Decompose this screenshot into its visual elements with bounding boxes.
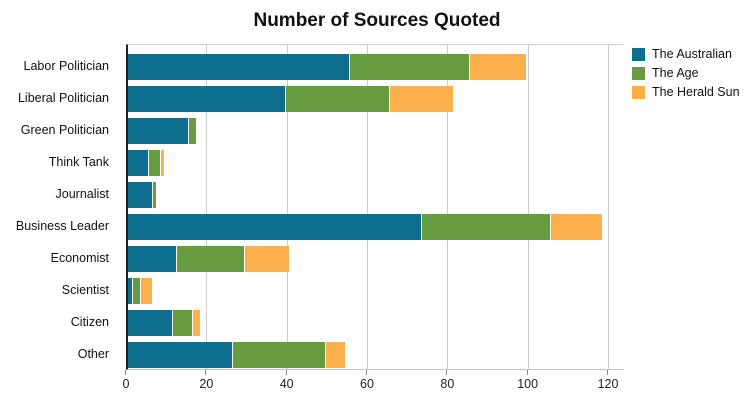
gridline bbox=[367, 45, 368, 369]
x-tick-label: 100 bbox=[517, 377, 539, 391]
x-tick-mark bbox=[446, 370, 448, 375]
bar-segment bbox=[160, 150, 165, 176]
bar-segment bbox=[128, 342, 233, 368]
legend-swatch bbox=[632, 66, 645, 80]
y-axis-label: Journalist bbox=[55, 187, 110, 201]
y-axis-labels: Labor Politician Liberal Politician Green … bbox=[0, 44, 118, 370]
x-tick-mark bbox=[285, 370, 287, 375]
bar-segment bbox=[348, 54, 470, 80]
table-row bbox=[128, 179, 624, 211]
y-axis-label: Business Leader bbox=[15, 219, 109, 233]
table-row bbox=[128, 243, 624, 275]
x-tick-label: 0 bbox=[122, 377, 130, 391]
bar-segment bbox=[232, 342, 325, 368]
table-row bbox=[128, 307, 624, 339]
bar-segment bbox=[128, 150, 149, 176]
x-tick-label: 40 bbox=[279, 377, 294, 391]
y-axis-label: Liberal Politician bbox=[17, 91, 109, 105]
bar-rows bbox=[128, 45, 624, 369]
stacked-bar bbox=[128, 310, 201, 336]
stacked-bar bbox=[128, 54, 526, 80]
stacked-bar bbox=[128, 214, 602, 240]
legend: The Australian The Age The Herald Sun bbox=[632, 47, 740, 104]
table-row bbox=[128, 339, 624, 371]
bar-segment bbox=[128, 118, 189, 144]
legend-item: The Herald Sun bbox=[632, 85, 740, 99]
y-axis-label: Think Tank bbox=[48, 155, 109, 169]
table-row bbox=[128, 83, 624, 115]
bar-segment bbox=[324, 342, 345, 368]
bar-segment bbox=[176, 246, 245, 272]
bar-segment bbox=[244, 246, 289, 272]
bar-segment bbox=[188, 118, 197, 144]
legend-label: The Herald Sun bbox=[652, 85, 740, 99]
bar-segment bbox=[128, 182, 153, 208]
stacked-bar bbox=[128, 150, 165, 176]
bar-segment bbox=[284, 86, 390, 112]
bar-segment bbox=[128, 86, 285, 112]
bar-segment bbox=[421, 214, 550, 240]
table-row bbox=[128, 211, 624, 243]
table-row bbox=[128, 51, 624, 83]
bar-segment bbox=[128, 278, 133, 304]
bar-segment bbox=[128, 54, 349, 80]
bar-segment bbox=[549, 214, 602, 240]
gridline bbox=[286, 45, 288, 369]
x-tick-label: 20 bbox=[199, 377, 214, 391]
stacked-bar bbox=[128, 342, 345, 368]
bar-segment bbox=[469, 54, 526, 80]
legend-swatch bbox=[632, 47, 645, 61]
legend-label: The Age bbox=[652, 66, 699, 80]
legend-swatch bbox=[632, 85, 645, 99]
x-tick-mark bbox=[125, 370, 126, 375]
x-tick-mark bbox=[205, 370, 207, 375]
gridline bbox=[527, 45, 529, 369]
stacked-bar bbox=[128, 182, 157, 208]
y-axis-label: Economist bbox=[50, 251, 109, 265]
stacked-bar bbox=[128, 278, 153, 304]
y-axis-label: Labor Politician bbox=[23, 59, 109, 73]
stacked-bar bbox=[128, 246, 289, 272]
bar-segment bbox=[128, 214, 422, 240]
stacked-bar bbox=[128, 86, 454, 112]
x-tick-mark bbox=[366, 370, 367, 375]
table-row bbox=[128, 275, 624, 307]
stacked-bar bbox=[128, 118, 197, 144]
gridline bbox=[206, 45, 208, 369]
y-axis-label: Green Politician bbox=[20, 123, 109, 137]
x-tick-mark bbox=[607, 370, 608, 375]
bar-segment bbox=[389, 86, 454, 112]
bar-segment bbox=[132, 278, 141, 304]
plot-area bbox=[126, 44, 624, 370]
gridline bbox=[608, 45, 609, 369]
chart-title: Number of Sources Quoted bbox=[253, 10, 501, 31]
bar-segment bbox=[148, 150, 161, 176]
bar-segment bbox=[140, 278, 153, 304]
x-tick-label: 60 bbox=[360, 377, 374, 391]
x-tick-label: 80 bbox=[440, 377, 455, 391]
x-tick-label: 120 bbox=[597, 377, 619, 391]
bar-segment bbox=[192, 310, 201, 336]
bar-segment bbox=[172, 310, 193, 336]
table-row bbox=[128, 147, 624, 179]
y-axis-label: Other bbox=[77, 347, 109, 361]
legend-label: The Australian bbox=[652, 47, 732, 61]
bar-segment bbox=[128, 246, 177, 272]
y-axis-label: Citizen bbox=[70, 315, 109, 329]
legend-item: The Australian bbox=[632, 47, 740, 61]
bar-segment bbox=[152, 182, 157, 208]
gridline bbox=[447, 45, 449, 369]
bar-segment bbox=[128, 310, 173, 336]
x-tick-mark bbox=[526, 370, 528, 375]
legend-item: The Age bbox=[632, 66, 740, 80]
table-row bbox=[128, 115, 624, 147]
y-axis-label: Scientist bbox=[61, 283, 109, 297]
